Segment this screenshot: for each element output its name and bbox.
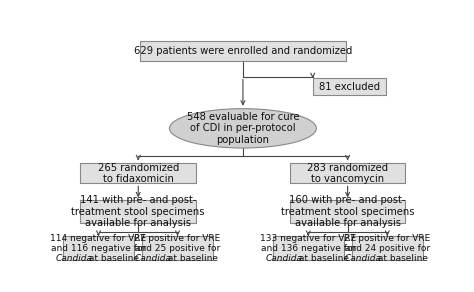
Text: available for analysis: available for analysis — [85, 218, 191, 228]
Text: at baseline: at baseline — [296, 254, 349, 263]
Text: Candida: Candida — [135, 254, 172, 263]
Text: 160 with pre- and post-: 160 with pre- and post- — [289, 195, 406, 205]
Text: 548 evaluable for cure: 548 evaluable for cure — [187, 112, 299, 122]
FancyBboxPatch shape — [273, 236, 344, 260]
Text: to fidaxomicin: to fidaxomicin — [103, 174, 173, 184]
Text: 629 patients were enrolled and randomized: 629 patients were enrolled and randomize… — [134, 46, 352, 56]
Text: 114 negative for VRE: 114 negative for VRE — [51, 234, 146, 243]
Text: at baseline: at baseline — [375, 254, 428, 263]
Text: population: population — [217, 135, 269, 145]
Text: 81 excluded: 81 excluded — [319, 82, 380, 92]
FancyBboxPatch shape — [63, 236, 134, 260]
FancyBboxPatch shape — [81, 200, 196, 223]
FancyBboxPatch shape — [352, 236, 423, 260]
Text: and 116 negative for: and 116 negative for — [51, 244, 146, 253]
Text: available for analysis: available for analysis — [295, 218, 401, 228]
FancyBboxPatch shape — [142, 236, 213, 260]
Text: at baseline: at baseline — [165, 254, 218, 263]
Text: Candida: Candida — [56, 254, 93, 263]
Text: Candida: Candida — [265, 254, 302, 263]
Text: and 136 negative for: and 136 negative for — [261, 244, 356, 253]
Text: 141 with pre- and post-: 141 with pre- and post- — [80, 195, 197, 205]
FancyBboxPatch shape — [313, 78, 386, 95]
Text: of CDI in per-protocol: of CDI in per-protocol — [190, 123, 296, 133]
Text: 265 randomized: 265 randomized — [98, 163, 179, 173]
FancyBboxPatch shape — [140, 41, 346, 61]
Text: 27 positive for VRE: 27 positive for VRE — [135, 234, 221, 243]
FancyBboxPatch shape — [81, 163, 196, 183]
Text: and 24 positive for: and 24 positive for — [345, 244, 430, 253]
Text: 27 positive for VRE: 27 positive for VRE — [344, 234, 430, 243]
Text: treatment stool specimens: treatment stool specimens — [72, 206, 205, 217]
Text: and 25 positive for: and 25 positive for — [135, 244, 220, 253]
Text: Candida: Candida — [345, 254, 382, 263]
FancyBboxPatch shape — [290, 163, 405, 183]
FancyBboxPatch shape — [290, 200, 405, 223]
Ellipse shape — [169, 109, 317, 148]
Text: 283 randomized: 283 randomized — [307, 163, 388, 173]
Text: at baseline: at baseline — [86, 254, 139, 263]
Text: treatment stool specimens: treatment stool specimens — [281, 206, 414, 217]
Text: 133 negative for VRE: 133 negative for VRE — [260, 234, 356, 243]
Text: to vancomycin: to vancomycin — [311, 174, 384, 184]
